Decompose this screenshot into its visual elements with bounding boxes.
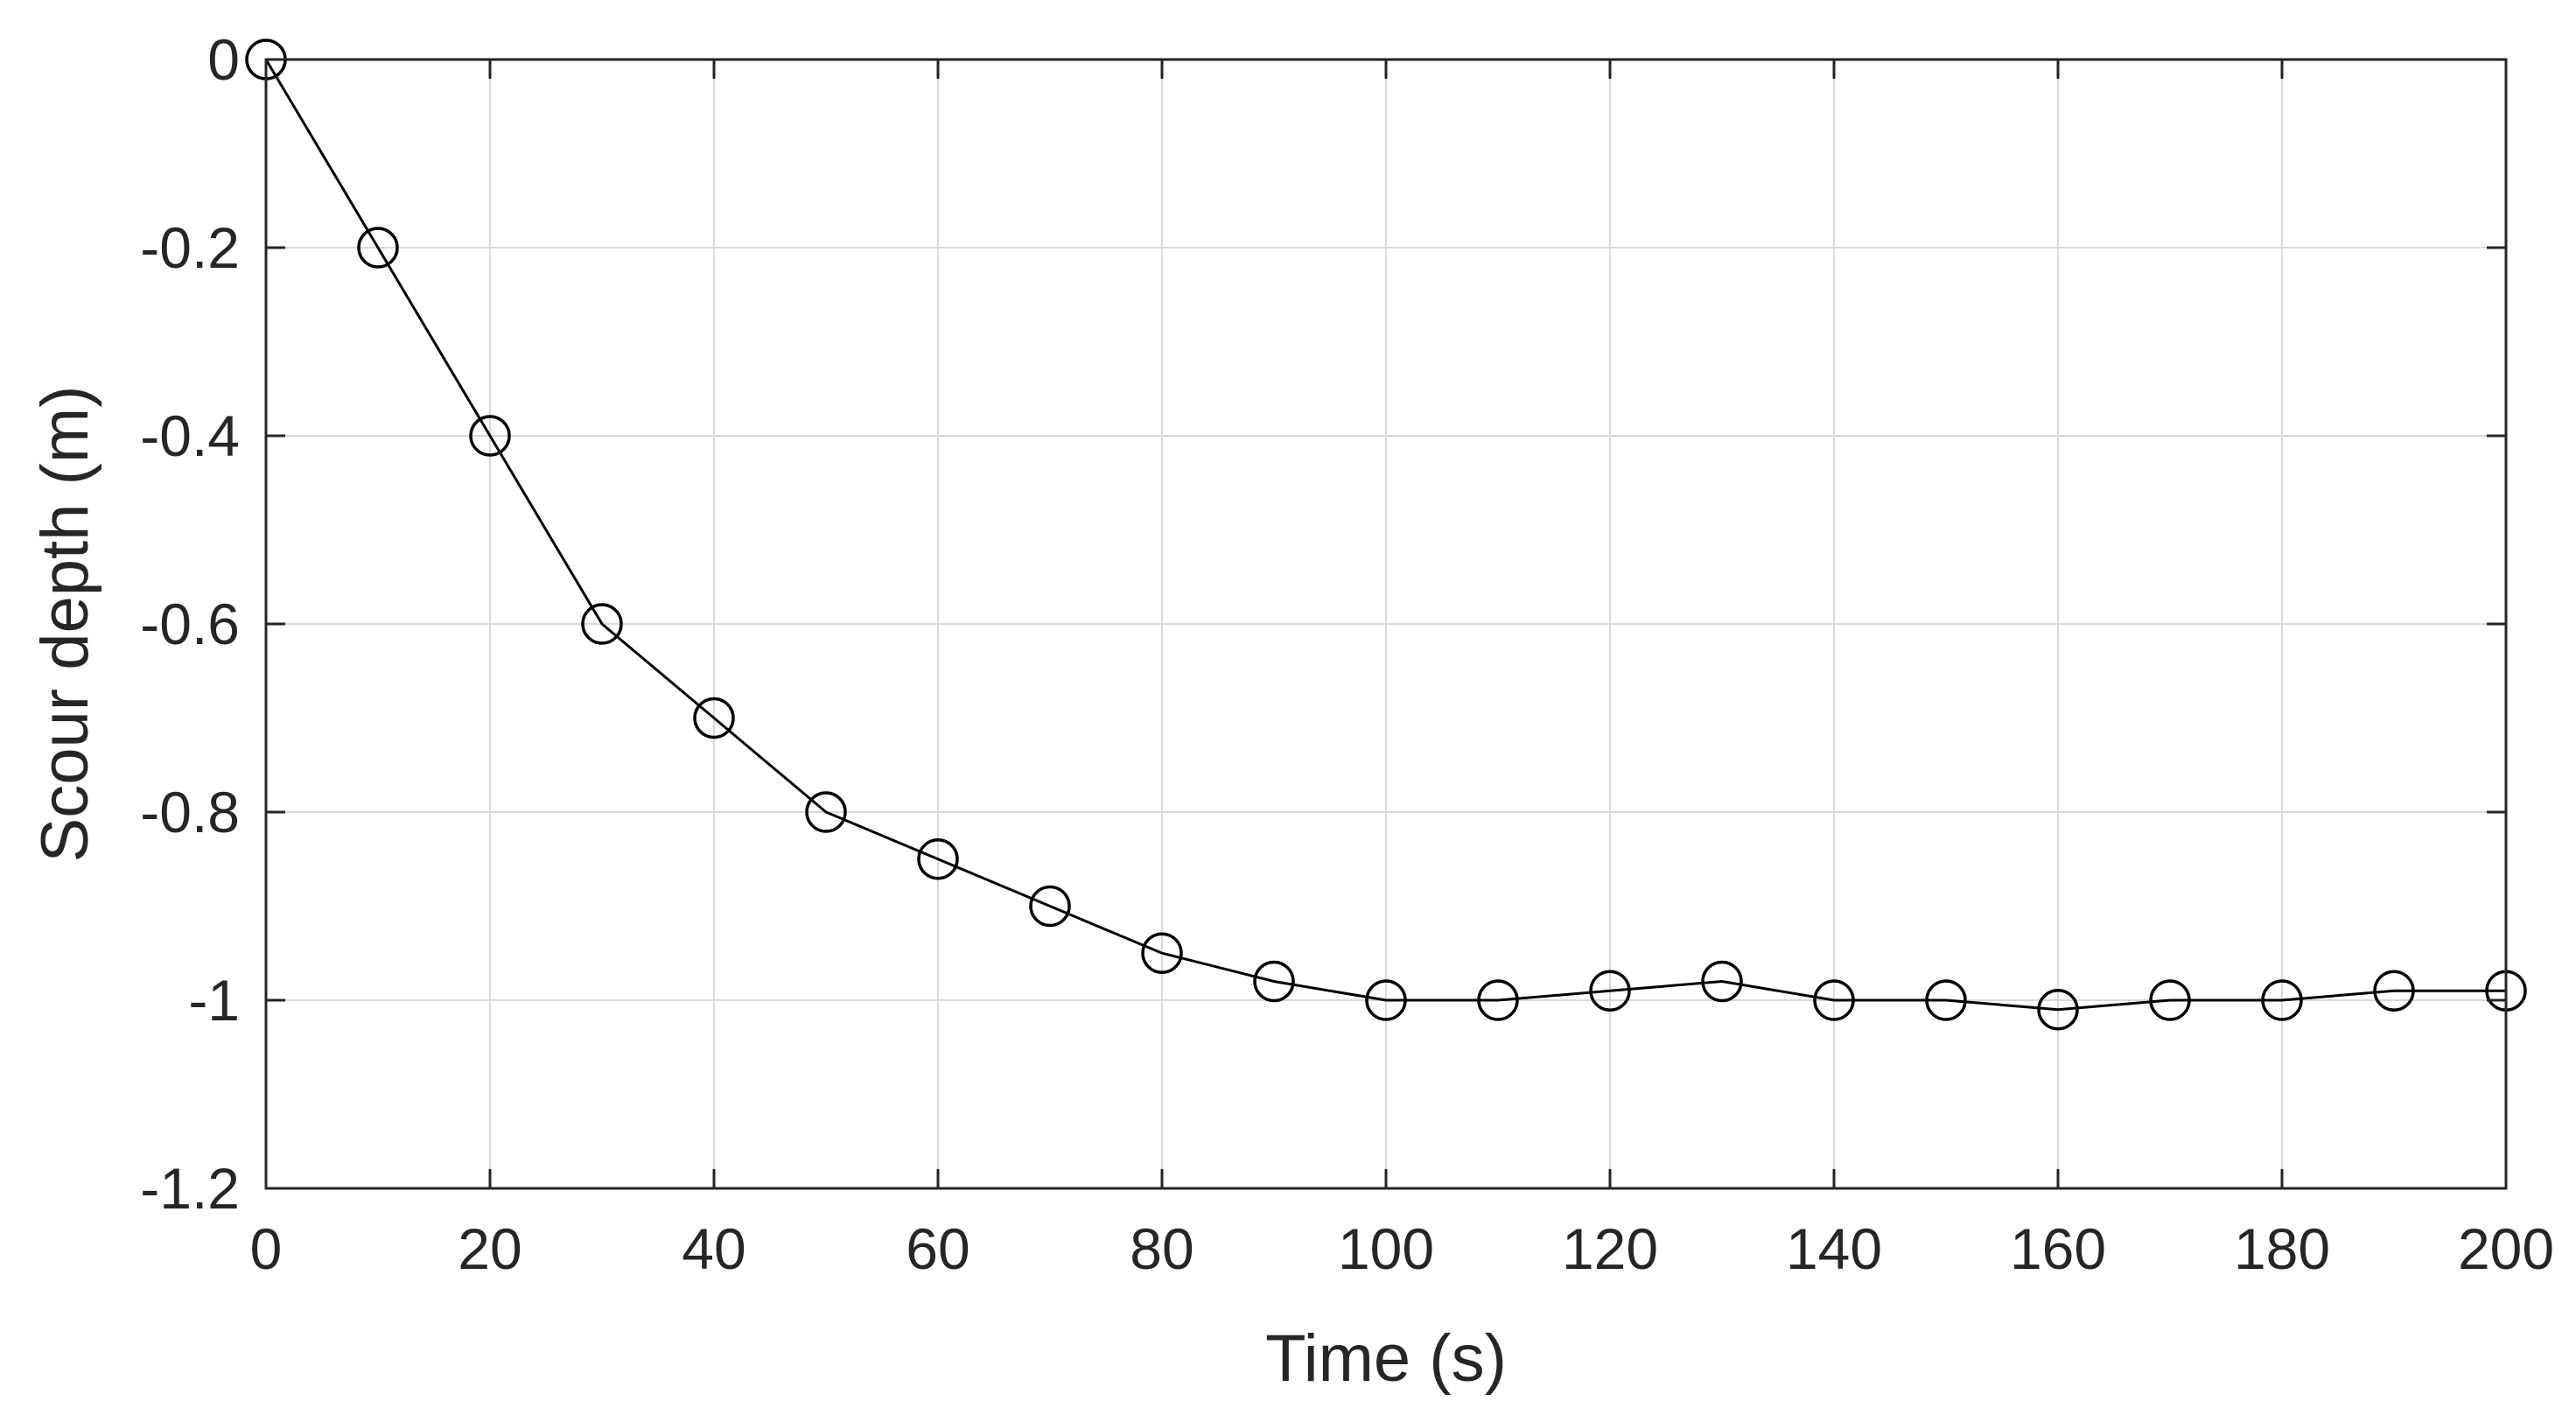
- data-point-marker: [581, 603, 623, 645]
- data-point-marker: [1813, 979, 1855, 1021]
- x-axis-title: Time (s): [1265, 1321, 1507, 1396]
- data-point-marker: [1141, 932, 1183, 974]
- data-point-marker: [1701, 960, 1743, 1003]
- y-tick-label: 0: [207, 27, 240, 92]
- y-tick-label: -1: [188, 968, 240, 1033]
- data-point-marker: [2149, 979, 2191, 1021]
- data-point-marker: [1029, 885, 1071, 928]
- series-line: [264, 59, 2506, 1012]
- axis-ticks: [264, 58, 2508, 1190]
- data-point-marker: [469, 415, 511, 457]
- x-tick-label: 20: [458, 1216, 522, 1281]
- data-point-marker: [357, 227, 399, 269]
- y-axis-tick-labels: 0 -0.2 -0.4 -0.6 -0.8 -1 -1.2: [140, 27, 240, 1221]
- data-point-marker: [1253, 960, 1295, 1003]
- data-point-marker: [2037, 989, 2079, 1031]
- y-tick-label: -0.6: [140, 592, 240, 656]
- x-tick-label: 200: [2458, 1216, 2554, 1281]
- data-point-marker: [2261, 979, 2303, 1021]
- y-tick-label: -1.2: [140, 1156, 240, 1221]
- y-tick-label: -0.2: [140, 215, 240, 280]
- y-tick-label: -0.4: [140, 403, 240, 468]
- x-tick-label: 60: [906, 1216, 970, 1281]
- x-axis-tick-labels: 0 20 40 60 80 100 120 140 160 180 200: [250, 1216, 2554, 1281]
- data-point-marker: [917, 838, 959, 880]
- data-point-marker: [1589, 970, 1631, 1012]
- data-point-marker: [805, 791, 847, 833]
- x-tick-label: 0: [250, 1216, 283, 1281]
- data-point-marker: [1477, 979, 1519, 1021]
- x-tick-label: 160: [2010, 1216, 2106, 1281]
- data-point-marker: [1365, 979, 1407, 1021]
- x-tick-label: 100: [1338, 1216, 1434, 1281]
- y-axis-title: Scour depth (m): [28, 386, 102, 863]
- data-point-marker: [2373, 970, 2415, 1012]
- x-tick-label: 140: [1786, 1216, 1882, 1281]
- data-point-marker: [1925, 979, 1967, 1021]
- x-tick-label: 180: [2234, 1216, 2330, 1281]
- series-layer: [245, 39, 2527, 1031]
- x-tick-label: 40: [682, 1216, 746, 1281]
- y-tick-label: -0.8: [140, 780, 240, 844]
- data-point-marker: [693, 697, 735, 739]
- x-tick-label: 120: [1562, 1216, 1658, 1281]
- x-tick-label: 80: [1130, 1216, 1194, 1281]
